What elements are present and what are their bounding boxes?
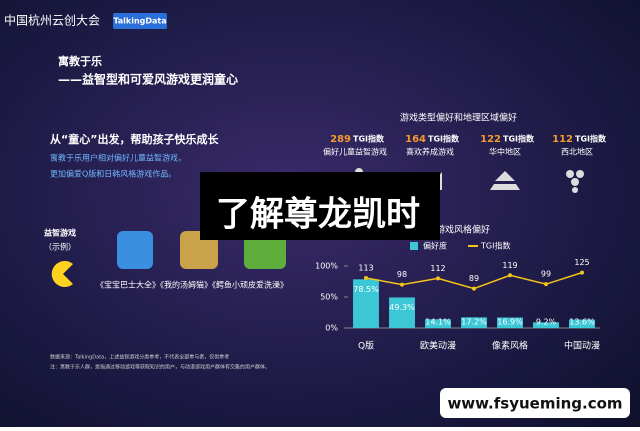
bar-label: 16.9% <box>497 318 523 327</box>
example-label: （示例） <box>44 242 76 252</box>
line-point <box>400 282 404 287</box>
line-label: 125 <box>574 258 589 267</box>
legend-label: 偏好度 <box>423 241 447 251</box>
line-label: 112 <box>430 264 445 273</box>
line-label: 99 <box>541 270 551 279</box>
x-tick-label: 像素风格 <box>492 340 528 352</box>
watermark-box <box>440 388 630 418</box>
bar <box>353 279 379 328</box>
pref-unit: TGI指数 <box>428 134 460 144</box>
section-text: 更加偏爱Q版和日韩风格游戏作品。 <box>50 169 176 179</box>
pref-value: 164 <box>405 134 426 145</box>
bar-label: 49.3% <box>389 303 415 312</box>
pref-label: 西北地区 <box>561 147 593 157</box>
example-label: 益智游戏 <box>44 228 76 238</box>
line-label: 89 <box>469 274 479 283</box>
header-title: 中国杭州云创大会 <box>4 13 100 28</box>
line-point <box>436 276 440 281</box>
bar <box>461 317 487 328</box>
line-label: 119 <box>502 261 517 270</box>
line-label: 98 <box>397 270 407 279</box>
pref-label: 喜欢养成游戏 <box>406 147 454 157</box>
badge-box <box>113 13 167 29</box>
x-tick-label: 欧美动漫 <box>420 340 456 352</box>
legend-label: TGI指数 <box>480 241 510 251</box>
line-label: 113 <box>358 263 373 272</box>
pref-label: 华中地区 <box>489 147 521 157</box>
footnote: 数据来源：TalkingData，上述益智游戏分类参考，不代表全部参与者，仅供参… <box>50 354 229 361</box>
app-icon <box>117 231 153 269</box>
pref-label: 偏好儿童益智游戏 <box>323 147 387 157</box>
pref-unit: TGI指数 <box>353 134 385 144</box>
bar-label: 17.2% <box>461 318 487 327</box>
pref-value: 122 <box>480 134 501 145</box>
bar-label: 9.2% <box>536 318 557 327</box>
line-point <box>364 275 368 280</box>
app-icon <box>180 231 218 269</box>
bar-label: 14.1% <box>425 318 451 327</box>
y-tick-label: 50% <box>320 293 338 302</box>
pref-value: 289 <box>330 134 351 145</box>
bar <box>497 317 523 328</box>
overlay-text: 了解尊龙凯时 <box>216 195 420 235</box>
y-tick-label: 0% <box>325 324 338 333</box>
subheading: ——益智型和可爱风游戏更润童心 <box>58 72 238 87</box>
bar <box>425 319 451 328</box>
bar-label: 13.6% <box>569 318 595 327</box>
x-tick-label: 中国动漫 <box>564 340 600 352</box>
section-title: 从“童心”出发，帮助孩子快乐成长 <box>50 132 219 146</box>
overlay-box <box>200 172 440 240</box>
bar <box>533 322 559 328</box>
bar-label: 78.5% <box>353 285 379 294</box>
footnote: 注：寓教于乐人群，是指通过移动游戏等获取知识的用户，与动漫游戏用户群体有交集的用… <box>50 364 270 371</box>
pagoda-icon <box>490 171 520 190</box>
pref-unit: TGI指数 <box>575 134 607 144</box>
bar <box>389 297 415 328</box>
pref-value: 112 <box>552 134 573 145</box>
badge: TalkingData <box>113 17 166 26</box>
bar <box>569 319 595 328</box>
y-tick-label: 100% <box>315 262 338 271</box>
app-icon <box>244 231 286 269</box>
line-point <box>508 273 512 278</box>
line-point <box>544 282 548 287</box>
legend-swatch <box>410 242 418 250</box>
section-text: 寓教于乐用户相对偏好儿童益智游戏， <box>50 153 186 163</box>
line-point <box>580 270 584 275</box>
watermark: www.fsyueming.com <box>447 395 622 413</box>
pacman-icon <box>51 261 73 288</box>
preferences-title: 游戏类型偏好和地理区域偏好 <box>400 112 517 124</box>
grapes-icon <box>566 170 584 193</box>
pref-unit: TGI指数 <box>503 134 535 144</box>
x-tick-label: Q版 <box>358 340 374 352</box>
line-point <box>472 286 476 291</box>
heading: 寓教于乐 <box>58 54 102 68</box>
example-caption: 《宝宝巴士大全》《我的汤姆猫》《鳄鱼小顽皮爱洗澡》 <box>96 280 288 290</box>
